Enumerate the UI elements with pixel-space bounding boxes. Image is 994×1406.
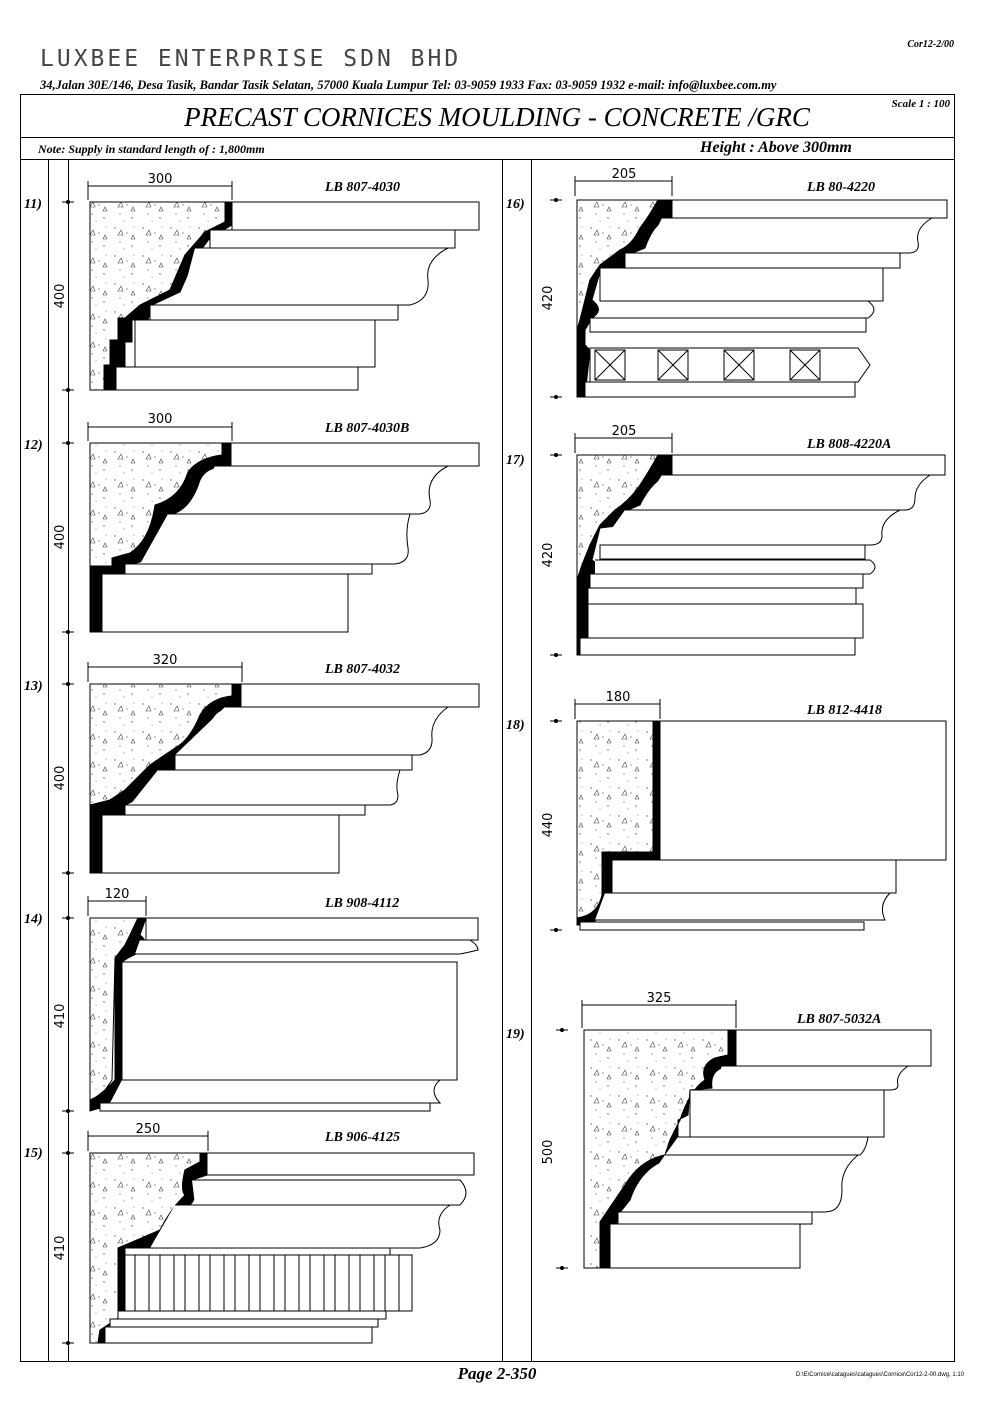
title-bar — [20, 94, 955, 138]
dimension-height: 500 — [541, 1140, 556, 1165]
item-number: 17) — [506, 453, 525, 468]
drawing-item-17 — [550, 433, 946, 657]
drawing-item-12 — [62, 422, 480, 634]
scale-label: Scale 1 : 100 — [891, 98, 950, 110]
height-note: Height : Above 300mm — [700, 139, 852, 156]
dimension-width: 250 — [136, 1122, 161, 1137]
document-reference: Cor12-2/00 — [907, 39, 954, 50]
product-code: LB 80-4220 — [807, 180, 876, 195]
company-name: LUXBEE ENTERPRISE SDN BHD — [40, 46, 462, 72]
product-code: LB 808-4220A — [807, 437, 892, 452]
product-code: LB 906-4125 — [325, 1130, 401, 1145]
drawing-item-19 — [556, 1000, 932, 1270]
product-code: LB 807-5032A — [797, 1012, 882, 1027]
drawing-frame — [20, 94, 955, 1362]
product-code: LB 812-4418 — [807, 703, 883, 718]
product-code: LB 908-4112 — [325, 896, 400, 911]
dimension-height: 420 — [541, 286, 556, 311]
column-divider — [502, 160, 503, 1362]
dimension-width: 120 — [105, 887, 130, 902]
item-number: 16) — [506, 197, 525, 212]
dimension-rule-right — [531, 160, 532, 1362]
dimension-width: 205 — [612, 167, 637, 182]
supply-note: Note: Supply in standard length of : 1,8… — [38, 142, 265, 156]
dimension-height: 400 — [53, 766, 68, 791]
drawing-item-15 — [62, 1131, 475, 1345]
dimension-rule — [68, 160, 69, 1362]
item-number: 19) — [506, 1027, 525, 1042]
dimension-width: 205 — [612, 424, 637, 439]
product-code: LB 807-4030 — [325, 180, 401, 195]
note-bar — [20, 138, 955, 160]
page-title: PRECAST CORNICES MOULDING - CONCRETE /GR… — [184, 102, 810, 132]
product-code: LB 807-4032 — [325, 662, 401, 677]
dimension-height: 400 — [53, 525, 68, 550]
dimension-height: 440 — [541, 813, 556, 838]
dimension-width: 325 — [647, 991, 672, 1006]
dentil-row — [134, 1254, 400, 1312]
dimension-height: 410 — [53, 1236, 68, 1261]
dimension-height: 420 — [541, 543, 556, 568]
company-address: 34,Jalan 30E/146, Desa Tasik, Bandar Tas… — [40, 78, 777, 92]
item-number: 15) — [24, 1146, 43, 1161]
dimension-width: 320 — [153, 653, 178, 668]
item-number: 14) — [24, 912, 43, 927]
dimension-height: 400 — [53, 284, 68, 309]
item-number: 11) — [24, 197, 42, 212]
file-path: D:\E\Cornice\catagues\catagues\Cornice\C… — [795, 1372, 964, 1378]
page-number: Page 2-350 — [457, 1364, 537, 1383]
item-number: 12) — [24, 438, 43, 453]
product-code: LB 807-4030B — [325, 421, 410, 436]
item-number: 18) — [506, 718, 525, 733]
drawing-item-18 — [550, 699, 947, 932]
drawing-item-13 — [62, 662, 480, 875]
dimension-width: 300 — [148, 172, 173, 187]
drawing-item-14 — [62, 896, 479, 1113]
dimension-width: 300 — [148, 412, 173, 427]
dimension-height: 410 — [53, 1004, 68, 1029]
left-margin-rule — [48, 160, 49, 1362]
drawing-item-16 — [550, 176, 948, 399]
item-number: 13) — [24, 679, 43, 694]
drawing-item-11 — [62, 181, 480, 392]
dimension-width: 180 — [606, 690, 631, 705]
